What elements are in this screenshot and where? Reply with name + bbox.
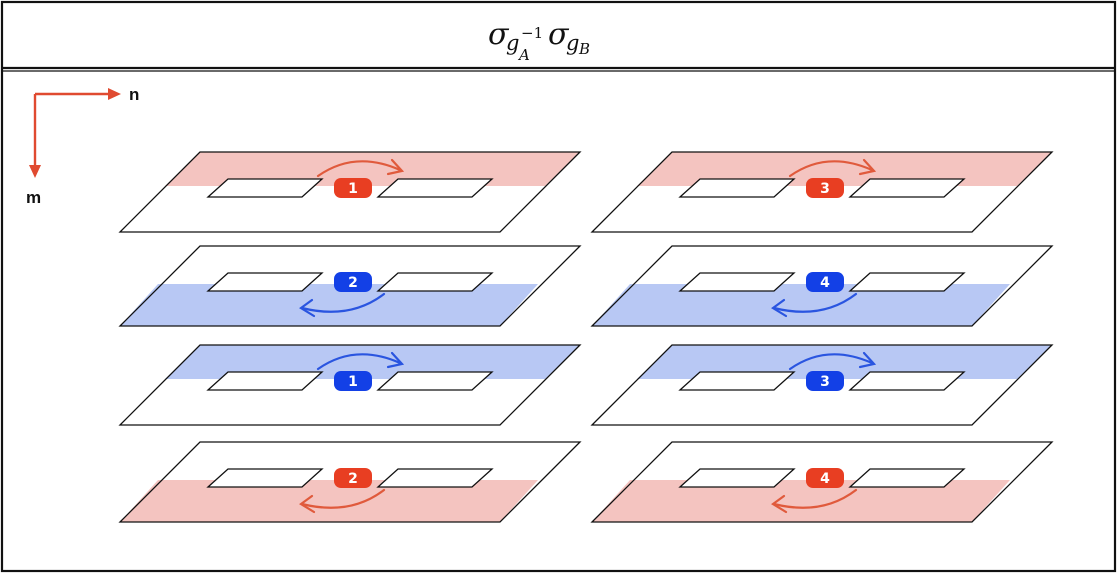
hole-left [206, 371, 324, 391]
hole-left [678, 272, 796, 292]
step-badge-label: 1 [348, 181, 358, 197]
sheet-outline [118, 344, 582, 426]
sheet-outline [118, 151, 582, 233]
hole-left [678, 468, 796, 488]
sheet-outline [118, 245, 582, 327]
panel-left-4: 2 [118, 441, 582, 523]
n-axis-arrowhead [108, 88, 121, 100]
hole-right [848, 371, 966, 391]
hole-left [678, 371, 796, 391]
band-bottom [120, 284, 538, 326]
n-axis-label: n [129, 85, 139, 104]
step-badge [334, 371, 372, 391]
band-bottom [592, 480, 1010, 522]
panel-right-1: 3 [590, 151, 1054, 233]
hole-right [376, 178, 494, 198]
title-sigma-2: σ [548, 17, 570, 52]
hole-right [848, 178, 966, 198]
exchange-arrowhead [858, 158, 877, 176]
step-badge-label: 4 [820, 471, 830, 487]
exchange-arrowhead [386, 351, 405, 369]
m-axis-label: m [26, 188, 41, 207]
step-badge-label: 2 [348, 275, 358, 291]
band-bottom [120, 480, 538, 522]
hole-right [848, 468, 966, 488]
sheet-outline [118, 441, 582, 523]
exchange-arrowhead [771, 494, 788, 514]
exchange-arrow [772, 488, 858, 509]
title-sub-g-2: g [566, 31, 579, 55]
axes-indicator: n m [26, 85, 139, 207]
panel-left-2: 2 [118, 245, 582, 327]
title-sub-A: A [517, 46, 530, 64]
exchange-arrowhead [386, 158, 405, 176]
title-sup-inv: −1 [521, 24, 543, 42]
exchange-arrowhead [858, 351, 877, 369]
step-badge [334, 178, 372, 198]
hole-right [376, 272, 494, 292]
hole-right [376, 371, 494, 391]
step-badge [806, 371, 844, 391]
band-top [637, 152, 1052, 186]
hole-left [206, 272, 324, 292]
hole-right [376, 468, 494, 488]
hole-left [206, 468, 324, 488]
exchange-arrow [788, 160, 874, 178]
panel-right-2: 4 [590, 245, 1054, 327]
sheet-outline [590, 441, 1054, 523]
panel-left-3: 1 [118, 344, 582, 426]
step-badge [806, 468, 844, 488]
band-top [637, 345, 1052, 379]
band-top [165, 152, 580, 186]
title-sub-B: B [578, 40, 590, 58]
exchange-arrow [316, 160, 402, 178]
band-top [165, 345, 580, 379]
band-bottom [592, 284, 1010, 326]
sheet-outline [590, 151, 1054, 233]
hole-left [678, 178, 796, 198]
sheet-outline [590, 245, 1054, 327]
step-badge-label: 1 [348, 374, 358, 390]
hole-right [848, 272, 966, 292]
step-badge-label: 4 [820, 275, 830, 291]
hole-left [206, 178, 324, 198]
exchange-arrow [316, 353, 402, 371]
step-badge [334, 272, 372, 292]
step-badge [806, 272, 844, 292]
exchange-arrow [788, 353, 874, 371]
panel-left-1: 1 [118, 151, 582, 233]
panel-right-4: 4 [590, 441, 1054, 523]
step-badge-label: 3 [820, 181, 830, 197]
title-sigma-1: σ [488, 17, 510, 52]
step-badge [334, 468, 372, 488]
exchange-arrow [772, 292, 858, 313]
exchange-arrowhead [299, 494, 316, 514]
step-badge-label: 2 [348, 471, 358, 487]
exchange-arrow [300, 292, 386, 313]
exchange-arrowhead [771, 298, 788, 318]
sheet-outline [590, 344, 1054, 426]
panel-right-3: 3 [590, 344, 1054, 426]
title-sub-g-1: g [506, 31, 519, 55]
step-badge-label: 3 [820, 374, 830, 390]
panels-layer: 1 2 1 2 3 4 3 4 [118, 151, 1054, 523]
exchange-arrow [300, 488, 386, 509]
step-badge [806, 178, 844, 198]
title-formula: σ g A −1 σ g B [488, 17, 590, 64]
m-axis-arrowhead [29, 165, 41, 178]
exchange-arrowhead [299, 298, 316, 318]
